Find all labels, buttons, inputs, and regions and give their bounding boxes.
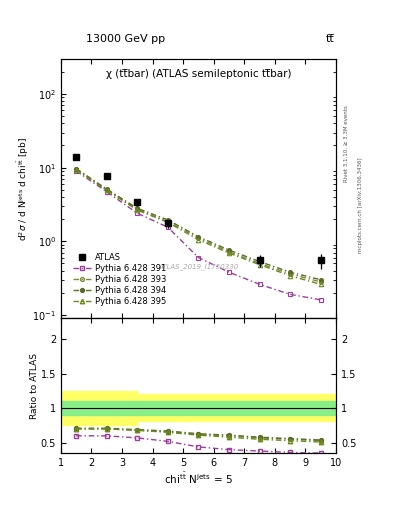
Pythia 6.428 393 <box>165 219 170 225</box>
Text: 13000 GeV pp: 13000 GeV pp <box>86 33 165 44</box>
Pythia 6.428 391 <box>288 291 292 297</box>
Pythia 6.428 395 <box>165 219 170 225</box>
Pythia 6.428 395 <box>135 207 140 213</box>
Pythia 6.428 395 <box>257 262 262 268</box>
Pythia 6.428 394 <box>196 233 201 240</box>
Line: Pythia 6.428 395: Pythia 6.428 395 <box>74 167 323 287</box>
Line: Pythia 6.428 391: Pythia 6.428 391 <box>74 169 323 302</box>
Pythia 6.428 393 <box>74 166 79 173</box>
Pythia 6.428 394 <box>318 276 323 283</box>
Pythia 6.428 395 <box>227 250 231 256</box>
Pythia 6.428 391 <box>105 189 109 195</box>
Pythia 6.428 393 <box>196 235 201 241</box>
Pythia 6.428 394 <box>105 186 109 192</box>
Bar <box>61 401 336 415</box>
Pythia 6.428 394 <box>135 205 140 211</box>
Pythia 6.428 393 <box>105 187 109 193</box>
Pythia 6.428 395 <box>196 237 201 243</box>
Pythia 6.428 395 <box>74 166 79 173</box>
X-axis label: chi$^{\rm t\bar{t}}$ N$^{\rm jets}$ = 5: chi$^{\rm t\bar{t}}$ N$^{\rm jets}$ = 5 <box>164 471 233 486</box>
Pythia 6.428 393 <box>318 279 323 285</box>
Pythia 6.428 391 <box>227 269 231 275</box>
Pythia 6.428 393 <box>227 249 231 255</box>
Pythia 6.428 391 <box>257 281 262 287</box>
Pythia 6.428 394 <box>257 259 262 265</box>
Pythia 6.428 394 <box>227 247 231 253</box>
Legend: ATLAS, Pythia 6.428 391, Pythia 6.428 393, Pythia 6.428 394, Pythia 6.428 395: ATLAS, Pythia 6.428 391, Pythia 6.428 39… <box>71 250 169 309</box>
Text: Rivet 3.1.10, ≥ 3.3M events: Rivet 3.1.10, ≥ 3.3M events <box>344 105 349 182</box>
Text: tt̅: tt̅ <box>326 33 335 44</box>
Pythia 6.428 391 <box>74 168 79 174</box>
Y-axis label: d$^2\sigma$ / d N$^{\rm jets}$ d chi$^{\rm t\bar{t}}$ [pb]: d$^2\sigma$ / d N$^{\rm jets}$ d chi$^{\… <box>15 137 31 241</box>
Pythia 6.428 393 <box>288 271 292 277</box>
Pythia 6.428 395 <box>318 281 323 287</box>
Line: Pythia 6.428 393: Pythia 6.428 393 <box>74 167 323 284</box>
Pythia 6.428 395 <box>105 187 109 194</box>
Pythia 6.428 394 <box>74 165 79 172</box>
Text: mcplots.cern.ch [arXiv:1306.3436]: mcplots.cern.ch [arXiv:1306.3436] <box>358 157 363 252</box>
Pythia 6.428 394 <box>288 269 292 275</box>
Pythia 6.428 395 <box>288 273 292 279</box>
Text: χ (tt̅bar) (ATLAS semileptonic tt̅bar): χ (tt̅bar) (ATLAS semileptonic tt̅bar) <box>106 69 291 79</box>
Pythia 6.428 394 <box>165 217 170 223</box>
Pythia 6.428 393 <box>135 206 140 212</box>
Pythia 6.428 391 <box>318 297 323 303</box>
Pythia 6.428 393 <box>257 260 262 266</box>
Pythia 6.428 391 <box>165 224 170 230</box>
Line: Pythia 6.428 394: Pythia 6.428 394 <box>74 167 323 282</box>
Y-axis label: Ratio to ATLAS: Ratio to ATLAS <box>30 353 39 419</box>
Pythia 6.428 391 <box>196 254 201 261</box>
Pythia 6.428 391 <box>135 210 140 217</box>
Text: ATLAS_2019_I1750330: ATLAS_2019_I1750330 <box>158 263 239 270</box>
